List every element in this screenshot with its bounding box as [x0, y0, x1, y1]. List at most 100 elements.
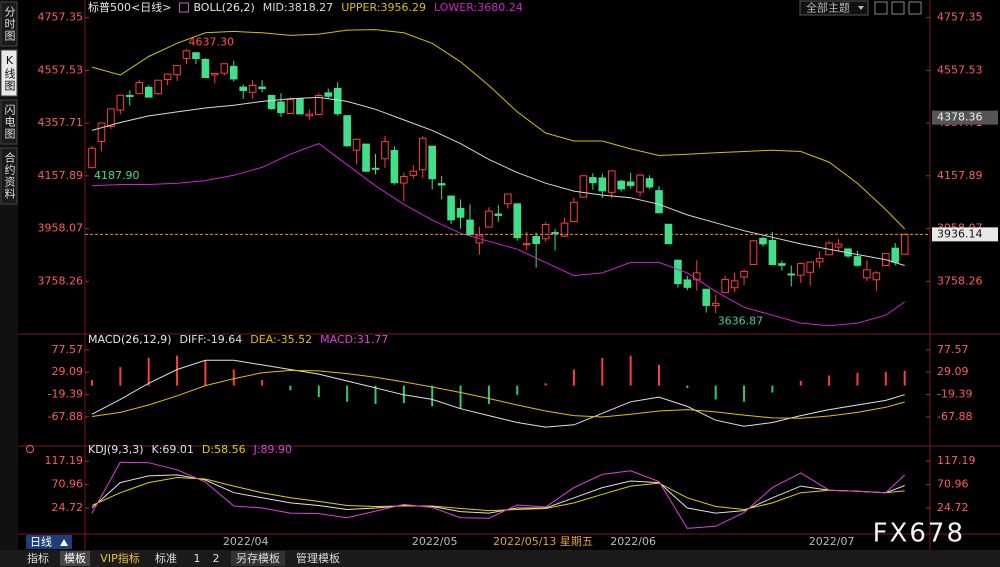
candle-body [362, 143, 370, 172]
tab[interactable]: 管理模板 [296, 551, 340, 565]
macd-bar [119, 367, 122, 386]
last-price-label: 3936.14 [937, 227, 983, 240]
y-tick-label: 77.57 [937, 343, 969, 356]
period-tab-label: 日线 [30, 535, 52, 549]
macd-bar [232, 369, 235, 386]
candle-body [315, 95, 323, 115]
candle-body [447, 195, 455, 221]
macd-bar [658, 364, 660, 386]
candle-body [418, 137, 427, 171]
candle-body [721, 279, 729, 294]
x-tick-label: 2022/04 [223, 535, 269, 548]
candle-body [456, 207, 465, 218]
sidebar-tab[interactable] [0, 1, 18, 47]
macd-bar [884, 371, 887, 386]
macd-bar [828, 375, 831, 386]
sidebar-tab-active[interactable] [0, 49, 18, 97]
sidebar-tab[interactable] [0, 147, 18, 205]
candle-body [192, 52, 200, 59]
indicator-line [91, 369, 905, 419]
candle-body [541, 223, 550, 240]
bottom-bar [0, 550, 1000, 567]
macd-bar [289, 385, 292, 391]
candle-body [352, 138, 361, 151]
chart-title: 标普500<日线> [88, 0, 171, 14]
toolbar-icon[interactable] [874, 1, 888, 15]
candle-body [579, 175, 588, 198]
y-tick-label: -67.88 [48, 410, 83, 423]
candle-body [834, 243, 843, 248]
candle-body [504, 193, 512, 205]
sidebar-label: 分时图 [3, 6, 16, 42]
legend-entry: D:58.56 [202, 443, 246, 456]
candle-body [787, 273, 796, 276]
legend-entry: LOWER:3680.24 [434, 1, 523, 14]
candle-body [655, 190, 663, 214]
indicator-line [91, 359, 905, 428]
candle-body [815, 257, 824, 263]
macd-bar [317, 385, 320, 398]
tab[interactable]: 模板 [64, 551, 86, 565]
candle-body [305, 113, 314, 117]
candle-body [806, 261, 815, 273]
y-tick-label: 29.09 [937, 365, 969, 378]
y-tick-label: 29.09 [52, 365, 84, 378]
y-tick-label: 3758.26 [38, 274, 84, 287]
candle-body [211, 72, 219, 76]
tab[interactable]: 另存模板 [236, 551, 280, 565]
macd-bar [261, 380, 264, 386]
candle-body [532, 236, 540, 245]
candle-body [107, 108, 115, 127]
tab[interactable]: 指标 [27, 551, 49, 565]
candle-body [296, 98, 304, 115]
tab[interactable]: VIP指标 [100, 551, 139, 565]
candle-body [258, 86, 266, 90]
toolbar-icon[interactable] [891, 1, 905, 15]
candle-body [390, 150, 399, 184]
macd-bar [686, 385, 689, 388]
candle-body [522, 243, 531, 246]
sidebar-tab[interactable] [0, 99, 18, 145]
tab[interactable]: 2 [213, 552, 220, 565]
candle-body [711, 302, 720, 307]
candle-body [381, 141, 389, 160]
candle-body [409, 170, 418, 176]
candle-body [589, 177, 597, 184]
candle-body [126, 94, 134, 97]
indicator-line [91, 461, 906, 529]
tab-bg [231, 551, 285, 566]
candle-body [900, 233, 909, 255]
macd-bar [544, 383, 547, 386]
candle-body [513, 203, 522, 239]
y-tick-label: 4557.53 [937, 63, 983, 76]
macd-bar [91, 380, 93, 386]
candle-body [740, 270, 748, 278]
x-tick-label: 2022/05 [412, 535, 458, 548]
candle-body [494, 213, 503, 216]
macd-bar [487, 385, 490, 405]
sidebar-label: 合约资料 [3, 151, 16, 200]
extreme-label: 4637.30 [189, 35, 235, 48]
y-tick-label: 4157.89 [937, 169, 983, 182]
last-price-box [932, 227, 998, 242]
candle-body [617, 180, 626, 190]
tab[interactable]: 1 [194, 552, 201, 565]
tab[interactable]: 标准 [155, 551, 177, 565]
toolbar-icon[interactable] [908, 1, 922, 15]
candle-body [97, 122, 106, 142]
macd-bar [903, 370, 906, 386]
theme-button[interactable] [799, 0, 869, 16]
x-tick-label: 2022/06 [610, 535, 656, 548]
y-tick-label: -67.88 [937, 410, 972, 423]
y-tick-label: 77.57 [52, 343, 84, 356]
panel-icon[interactable] [26, 445, 34, 453]
candle-body [796, 263, 805, 276]
candle-body [371, 167, 380, 170]
candle-body [428, 145, 436, 180]
y-tick-label: 4157.89 [38, 169, 84, 182]
y-tick-label: 4757.35 [937, 11, 983, 24]
candle-body [560, 222, 569, 237]
theme-button-label: 全部主题 [806, 1, 850, 15]
